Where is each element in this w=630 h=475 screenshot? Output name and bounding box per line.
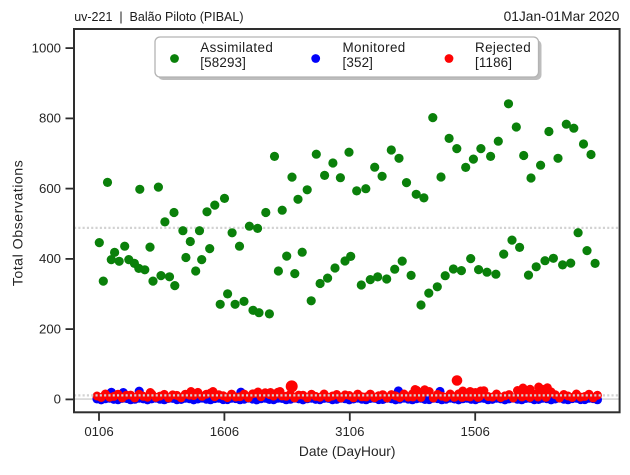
svg-text:Total Observations: Total Observations	[11, 160, 27, 287]
svg-text:[352]: [352]	[343, 55, 374, 70]
svg-text:1606: 1606	[210, 424, 239, 439]
svg-text:200: 200	[39, 321, 61, 336]
svg-text:3106: 3106	[335, 424, 364, 439]
svg-text:1000: 1000	[32, 40, 61, 55]
svg-text:0: 0	[54, 392, 61, 407]
svg-text:400: 400	[39, 251, 61, 266]
svg-text:Rejected: Rejected	[475, 40, 531, 55]
svg-text:[1186]: [1186]	[475, 55, 512, 70]
svg-text:Monitored: Monitored	[343, 40, 406, 55]
svg-text:01Jan-01Mar 2020: 01Jan-01Mar 2020	[504, 9, 620, 24]
svg-text:Assimilated: Assimilated	[200, 40, 273, 55]
svg-text:600: 600	[39, 181, 61, 196]
svg-text:Date (DayHour): Date (DayHour)	[299, 444, 396, 459]
svg-text:uv-221 | Balão Piloto (PIBAL: uv-221 | Balão Piloto (PIBAL)	[74, 10, 243, 24]
svg-text:800: 800	[39, 111, 61, 126]
svg-text:0106: 0106	[84, 424, 113, 439]
svg-text:1506: 1506	[461, 424, 490, 439]
svg-text:[58293]: [58293]	[200, 55, 246, 70]
